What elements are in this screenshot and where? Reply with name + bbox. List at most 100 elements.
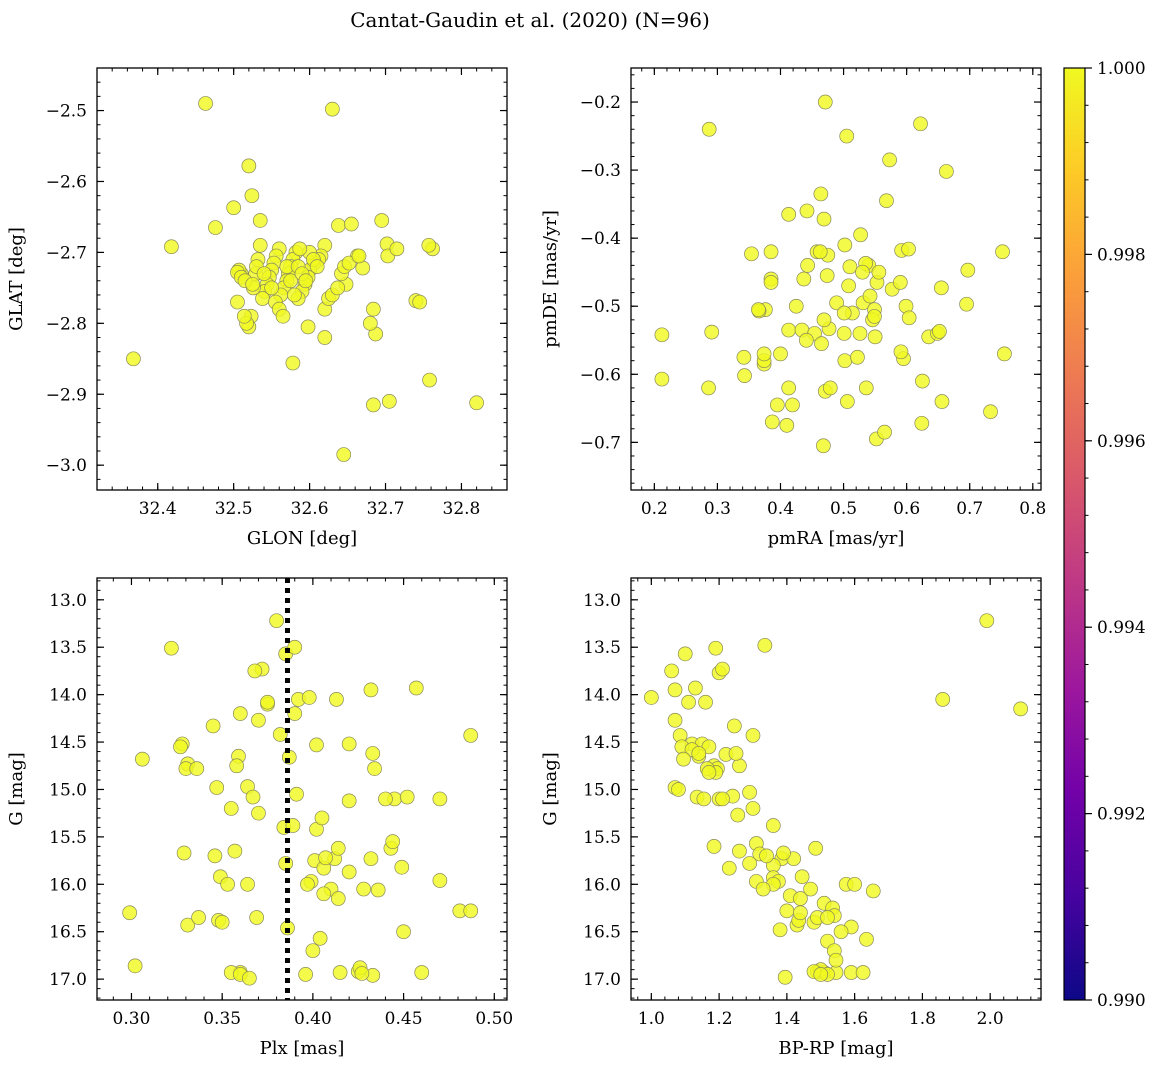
plx-g-point: [207, 848, 223, 864]
bprp-g-point: [701, 739, 717, 755]
bprp-g-point: [793, 891, 808, 906]
plx-g-x-tick-label: 0.30: [113, 1009, 151, 1029]
pmra-pmde-point: [960, 262, 976, 278]
pmra-pmde-y-tick-label: −0.3: [580, 161, 621, 181]
bprp-g-ylabel: G [mag]: [540, 752, 561, 825]
pmra-pmde-point: [764, 414, 780, 430]
glon-glat-point: [264, 280, 279, 296]
glon-glat-x-tick-label: 32.4: [139, 499, 177, 519]
plx-g-point: [189, 761, 205, 776]
bprp-g-y-tick-label: 14.0: [583, 686, 621, 706]
pmra-pmde-point: [701, 121, 717, 137]
pmra-pmde-point: [654, 371, 670, 387]
bprp-g-point: [721, 860, 737, 876]
colorbar-tick-label: 0.992: [1097, 805, 1146, 825]
bprp-g-point: [745, 728, 761, 743]
colorbar-tick-label: 0.996: [1097, 432, 1146, 452]
plx-g-y-tick-label: 13.0: [49, 591, 87, 611]
pmra-pmde-point: [816, 211, 832, 227]
pmra-pmde-point: [877, 424, 892, 440]
plx-g-y-tick-label: 14.0: [49, 686, 87, 706]
bprp-g-x-tick-label: 2.0: [977, 1009, 1004, 1029]
scatter-panel-plx-g: 0.30 0.35 0.40 0.45 0.50 13.0 13.5 14.0 14.5 15.0…: [6, 577, 513, 1059]
glon-glat-point: [366, 301, 381, 317]
colorbar-gradient: [1063, 67, 1086, 1001]
glon-glat-point: [389, 241, 405, 257]
pmra-pmde-point: [736, 349, 752, 365]
bprp-g-point: [732, 758, 747, 774]
bprp-g-point: [688, 680, 703, 696]
plx-g-point: [164, 640, 179, 656]
bprp-g-point: [757, 637, 773, 653]
glon-glat-point: [422, 372, 437, 388]
pmra-pmde-point: [858, 380, 874, 396]
glon-glat-point: [309, 259, 325, 274]
plx-g-point: [463, 903, 479, 919]
plx-g-point: [229, 758, 245, 774]
bprp-g-point: [755, 881, 771, 897]
pmra-pmde-point: [837, 353, 853, 369]
bprp-g-x-tick-label: 1.0: [638, 1009, 665, 1029]
plx-g-point: [300, 876, 315, 892]
plx-g-point: [316, 886, 332, 902]
bprp-g-point: [979, 613, 995, 629]
bprp-g-point: [706, 839, 722, 854]
pmra-pmde-x-tick-label: 0.4: [767, 499, 794, 519]
pmra-pmde-point: [901, 241, 916, 257]
bprp-g-y-tick-label: 17.0: [583, 970, 621, 990]
bprp-g-x-tick-label: 1.6: [841, 1009, 868, 1029]
glon-glat-point: [330, 280, 346, 296]
bprp-g-point: [779, 903, 795, 919]
pmra-pmde-point: [817, 94, 833, 110]
pmra-pmde-point: [837, 237, 853, 253]
bprp-g-point: [855, 965, 871, 980]
glon-glat-ylabel: GLAT [deg]: [6, 227, 27, 331]
glon-glat-y-tick-label: −2.7: [46, 243, 87, 263]
plx-g-y-tick-label: 16.0: [49, 875, 87, 895]
bprp-g-y-tick-label: 16.0: [583, 875, 621, 895]
pmra-pmde-point: [853, 227, 868, 243]
pmra-pmde-point: [744, 246, 759, 262]
plx-g-ylabel: G [mag]: [6, 752, 27, 825]
plx-g-x-tick-label: 0.45: [385, 1009, 423, 1029]
scatter-panel-glon-glat: 32.4 32.5 32.6 32.7 32.8 −2.5 −2.6 −2.7 −2.8 −2.9…: [6, 67, 508, 549]
plx-g-point: [240, 876, 255, 892]
pmra-pmde-point: [983, 404, 998, 420]
pmra-pmde-point: [781, 380, 797, 396]
plx-g-point: [330, 840, 346, 856]
pmra-pmde-point: [785, 397, 800, 413]
pmra-pmde-point: [879, 193, 894, 209]
plx-g-point: [396, 924, 411, 940]
pmra-pmde-point: [763, 244, 779, 260]
bprp-g-point: [730, 807, 746, 823]
bprp-g-x-tick-label: 1.2: [706, 1009, 733, 1029]
plx-g-point: [309, 737, 324, 753]
pmra-pmde-x-tick-label: 0.5: [830, 499, 857, 519]
glon-glat-point: [208, 220, 223, 235]
bprp-g-point: [765, 818, 781, 833]
glon-glat-x-tick-label: 32.5: [215, 499, 253, 519]
glon-glat-point: [198, 96, 213, 111]
plx-g-point: [223, 801, 239, 816]
glon-glat-point: [241, 158, 257, 174]
plx-g-point: [209, 780, 225, 795]
plx-g-point: [399, 789, 415, 805]
plx-g-point: [463, 728, 479, 743]
pmra-pmde-point: [893, 344, 909, 360]
plx-g-point: [272, 727, 288, 742]
colorbar-ticks: 0.990 0.992 0.994 0.996 0.998 1.000: [1085, 59, 1146, 1011]
pmra-pmde-point: [914, 415, 930, 431]
plx-g-point: [314, 810, 330, 826]
plx-g-point: [385, 834, 401, 849]
pmra-pmde-point: [751, 302, 766, 317]
glon-glat-point: [366, 397, 381, 413]
plx-g-point: [298, 967, 313, 982]
plx-g-y-tick-label: 16.5: [49, 923, 87, 943]
bprp-g-point: [698, 694, 713, 710]
plx-g-point: [269, 613, 284, 629]
bprp-g-point: [667, 712, 683, 728]
glon-glat-point: [421, 237, 437, 253]
pmra-pmde-point: [812, 244, 828, 260]
plx-g-xlabel: Plx [mas]: [260, 1038, 345, 1059]
glon-glat-point: [236, 308, 252, 324]
